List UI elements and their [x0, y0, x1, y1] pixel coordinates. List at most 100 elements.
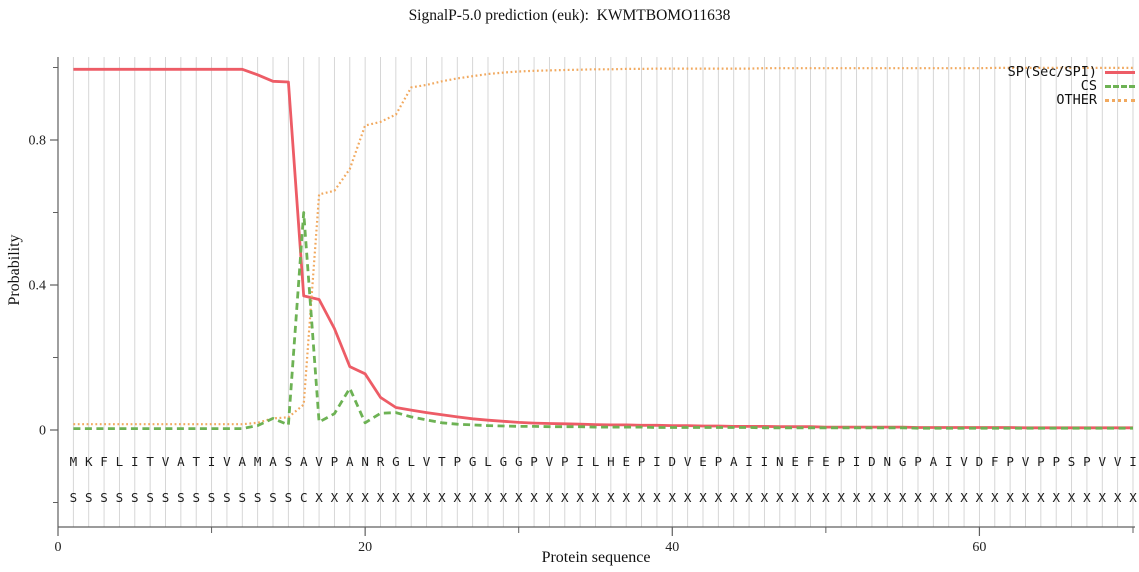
- svg-text:V: V: [223, 454, 231, 469]
- svg-text:P: P: [837, 454, 845, 469]
- svg-text:H: H: [607, 454, 615, 469]
- svg-text:I: I: [653, 454, 661, 469]
- svg-text:S: S: [116, 490, 124, 505]
- svg-text:X: X: [1037, 490, 1045, 505]
- svg-text:0.4: 0.4: [29, 279, 47, 294]
- svg-text:V: V: [684, 454, 692, 469]
- svg-text:I: I: [208, 454, 216, 469]
- svg-text:X: X: [1129, 490, 1137, 505]
- svg-text:X: X: [1068, 490, 1076, 505]
- svg-text:P: P: [530, 454, 538, 469]
- svg-text:A: A: [269, 454, 277, 469]
- svg-text:D: D: [868, 454, 876, 469]
- svg-text:I: I: [131, 454, 139, 469]
- cs-line-icon: [1105, 84, 1135, 88]
- svg-text:P: P: [561, 454, 569, 469]
- svg-text:A: A: [930, 454, 938, 469]
- svg-text:M: M: [254, 454, 262, 469]
- svg-text:X: X: [592, 490, 600, 505]
- svg-text:X: X: [407, 490, 415, 505]
- svg-text:I: I: [853, 454, 861, 469]
- svg-text:I: I: [945, 454, 953, 469]
- svg-text:S: S: [177, 490, 185, 505]
- svg-text:A: A: [239, 454, 247, 469]
- svg-text:S: S: [239, 490, 247, 505]
- legend-entry-sp-sec-spi: SP(Sec/SPI): [1008, 65, 1135, 79]
- svg-text:S: S: [285, 490, 293, 505]
- svg-text:F: F: [807, 454, 815, 469]
- svg-text:X: X: [991, 490, 999, 505]
- svg-text:R: R: [377, 454, 385, 469]
- svg-text:E: E: [822, 454, 830, 469]
- svg-text:X: X: [960, 490, 968, 505]
- svg-text:X: X: [546, 490, 554, 505]
- svg-text:X: X: [776, 490, 784, 505]
- svg-text:X: X: [454, 490, 462, 505]
- legend-label-cs: CS: [1080, 78, 1097, 94]
- svg-text:S: S: [85, 490, 93, 505]
- svg-text:V: V: [960, 454, 968, 469]
- svg-text:X: X: [730, 490, 738, 505]
- legend: SP(Sec/SPI) CS OTHER: [1008, 65, 1135, 107]
- svg-text:X: X: [1114, 490, 1122, 505]
- svg-text:P: P: [1052, 454, 1060, 469]
- svg-text:X: X: [745, 490, 753, 505]
- svg-text:D: D: [669, 454, 677, 469]
- svg-text:X: X: [1083, 490, 1091, 505]
- svg-text:P: P: [914, 454, 922, 469]
- svg-text:P: P: [1006, 454, 1014, 469]
- svg-text:X: X: [822, 490, 830, 505]
- svg-text:X: X: [638, 490, 646, 505]
- svg-text:S: S: [269, 490, 277, 505]
- svg-text:X: X: [669, 490, 677, 505]
- svg-text:X: X: [699, 490, 707, 505]
- svg-text:N: N: [361, 454, 369, 469]
- svg-text:N: N: [776, 454, 784, 469]
- svg-text:P: P: [1083, 454, 1091, 469]
- svg-text:E: E: [791, 454, 799, 469]
- svg-text:X: X: [392, 490, 400, 505]
- svg-text:T: T: [192, 454, 200, 469]
- svg-text:V: V: [423, 454, 431, 469]
- svg-text:A: A: [346, 454, 354, 469]
- svg-text:S: S: [131, 490, 139, 505]
- svg-text:X: X: [653, 490, 661, 505]
- svg-text:E: E: [699, 454, 707, 469]
- svg-text:D: D: [976, 454, 984, 469]
- svg-text:X: X: [622, 490, 630, 505]
- svg-text:X: X: [484, 490, 492, 505]
- svg-text:X: X: [837, 490, 845, 505]
- svg-text:X: X: [791, 490, 799, 505]
- svg-text:E: E: [622, 454, 630, 469]
- svg-text:X: X: [331, 490, 339, 505]
- svg-text:A: A: [177, 454, 185, 469]
- svg-text:X: X: [715, 490, 723, 505]
- other-line-icon: [1105, 98, 1135, 102]
- svg-text:X: X: [976, 490, 984, 505]
- svg-text:V: V: [315, 454, 323, 469]
- svg-text:G: G: [515, 454, 523, 469]
- svg-text:V: V: [1022, 454, 1030, 469]
- svg-text:S: S: [208, 490, 216, 505]
- svg-text:L: L: [116, 454, 124, 469]
- svg-text:X: X: [868, 490, 876, 505]
- svg-text:P: P: [331, 454, 339, 469]
- svg-text:T: T: [146, 454, 154, 469]
- y-axis-label: Probability: [6, 234, 23, 306]
- svg-text:0: 0: [55, 540, 62, 555]
- svg-text:X: X: [361, 490, 369, 505]
- svg-text:V: V: [1099, 454, 1107, 469]
- svg-text:V: V: [1114, 454, 1122, 469]
- svg-text:F: F: [100, 454, 108, 469]
- svg-text:V: V: [162, 454, 170, 469]
- svg-text:G: G: [392, 454, 400, 469]
- svg-text:C: C: [300, 490, 308, 505]
- svg-text:0: 0: [39, 424, 46, 439]
- svg-text:G: G: [469, 454, 477, 469]
- svg-text:I: I: [1129, 454, 1137, 469]
- svg-text:X: X: [884, 490, 892, 505]
- svg-text:X: X: [853, 490, 861, 505]
- svg-text:X: X: [1022, 490, 1030, 505]
- svg-text:X: X: [500, 490, 508, 505]
